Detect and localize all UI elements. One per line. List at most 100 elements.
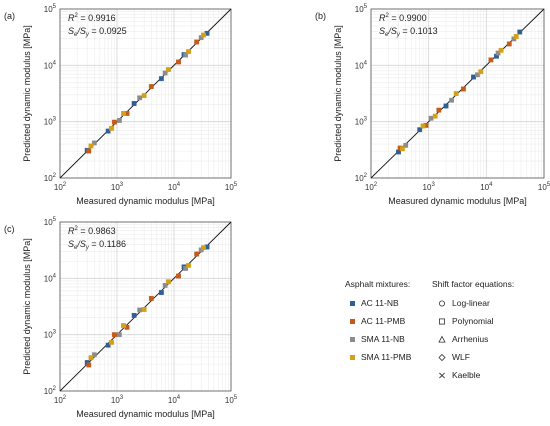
series-ac-11-pmb <box>86 39 200 154</box>
panel-a: 102 103 104 105 102 103 104 105 Measured dynamic… <box>4 4 238 206</box>
data-point <box>91 352 97 358</box>
y-tick-label: 103 <box>44 330 57 340</box>
data-point <box>194 251 200 257</box>
data-point <box>137 307 143 313</box>
se-sy-annotation: Se/Sy = 0.1186 <box>68 239 126 251</box>
y-axis-label: Predicted dynamic modulus [MPa] <box>22 25 32 162</box>
circle-marker-icon <box>438 300 445 307</box>
se-sy-annotation: Se/Sy = 0.1013 <box>379 26 438 38</box>
data-point <box>105 342 111 348</box>
data-point <box>137 95 143 101</box>
y-axis-label: Predicted dynamic modulus [MPa] <box>333 25 343 162</box>
diamond-marker-icon <box>438 353 446 362</box>
x-tick-label: 102 <box>54 182 67 192</box>
legend-shift-label: Arrhenius <box>452 334 488 344</box>
x-axis-label: Measured dynamic modulus [MPa] <box>76 196 215 206</box>
data-point <box>436 107 442 113</box>
data-point <box>111 119 117 125</box>
panel-label: (b) <box>315 11 326 21</box>
x-axis-label: Measured dynamic modulus [MPa] <box>76 409 215 419</box>
legend-shift-title: Shift factor equations: <box>432 279 514 289</box>
data-point <box>105 128 111 134</box>
data-point <box>162 70 168 76</box>
data-point <box>498 47 504 53</box>
legend-shift-label: Kaelble <box>452 370 481 380</box>
data-point <box>109 339 114 345</box>
data-point <box>460 86 466 92</box>
series-ac-11-pmb <box>86 251 200 368</box>
legend-swatch <box>350 319 355 324</box>
series-sma-11-nb <box>91 35 204 146</box>
legend-swatch <box>350 355 355 360</box>
data-point <box>158 290 164 295</box>
data-point <box>88 143 94 149</box>
x-tick-label: 104 <box>168 182 181 192</box>
data-point <box>194 39 200 45</box>
data-point <box>116 118 122 123</box>
legend-shift-label: Polynomial <box>452 316 494 326</box>
data-point <box>443 103 449 109</box>
data-point <box>186 262 191 268</box>
panel-label: (a) <box>4 11 15 21</box>
series-ac-11-nb <box>396 29 523 155</box>
data-point <box>478 69 484 75</box>
data-point <box>183 266 189 271</box>
r-squared-annotation: R2 = 0.9900 <box>379 13 427 23</box>
triangle-marker-icon <box>438 335 446 343</box>
legend-swatch <box>350 301 355 306</box>
data-point <box>131 312 137 318</box>
legend-mixtures-title: Asphalt mixtures: <box>345 279 410 289</box>
plot-frame <box>370 8 545 179</box>
data-point <box>475 72 480 78</box>
legend-mixture-label: SMA 11-NB <box>361 334 405 344</box>
y-tick-label: 105 <box>355 4 368 14</box>
data-point <box>428 115 434 121</box>
data-point <box>116 332 122 338</box>
data-point <box>506 41 512 47</box>
x-tick-label: 102 <box>365 182 378 192</box>
data-point <box>420 123 426 129</box>
data-point <box>109 125 114 131</box>
data-point <box>121 111 126 116</box>
plot-frame <box>59 8 232 179</box>
y-axis-label: Predicted dynamic modulus [MPa] <box>22 238 32 375</box>
data-point <box>86 148 92 154</box>
data-point <box>453 91 459 96</box>
data-point <box>495 50 501 56</box>
data-point <box>141 93 147 99</box>
data-point <box>148 84 154 89</box>
legend-mixtures: AC 11-NB AC 11-PMB SMA 11-NB SMA 11-PMB <box>350 298 412 362</box>
y-tick-label: 102 <box>44 386 57 396</box>
x-tick-label: 105 <box>225 395 238 405</box>
x-tick-label: 102 <box>54 395 67 405</box>
legend-mixture-label: AC 11-PMB <box>361 316 406 326</box>
legend-shift-label: Log-linear <box>452 298 490 308</box>
data-point <box>166 279 171 285</box>
x-tick-label: 104 <box>480 182 493 192</box>
y-tick-label: 104 <box>44 60 57 70</box>
data-point <box>141 307 147 312</box>
y-tick-label: 103 <box>355 117 368 127</box>
legend-shift: Log-linear Polynomial Arrhenius WLF Kaelble <box>438 298 494 380</box>
data-point <box>488 57 494 63</box>
data-point <box>176 273 181 279</box>
legend: Asphalt mixtures: Shift factor equations… <box>345 279 514 380</box>
x-tick-label: 103 <box>111 395 124 405</box>
data-point <box>148 296 154 301</box>
data-point <box>158 76 164 82</box>
data-point <box>517 29 523 35</box>
r-squared-annotation: R2 = 0.9916 <box>68 13 116 23</box>
y-tick-label: 102 <box>44 173 57 183</box>
panel-label: (c) <box>4 224 15 234</box>
legend-mixture-label: AC 11-NB <box>361 298 399 308</box>
y-tick-label: 105 <box>44 4 57 14</box>
y-tick-label: 104 <box>44 273 57 283</box>
data-point <box>399 146 405 152</box>
series-sma-11-pmb <box>399 34 519 152</box>
se-sy-annotation: Se/Sy = 0.0925 <box>68 26 127 38</box>
data-point <box>449 97 455 103</box>
legend-swatch <box>350 337 355 342</box>
data-point <box>403 142 409 148</box>
data-point <box>201 245 206 251</box>
